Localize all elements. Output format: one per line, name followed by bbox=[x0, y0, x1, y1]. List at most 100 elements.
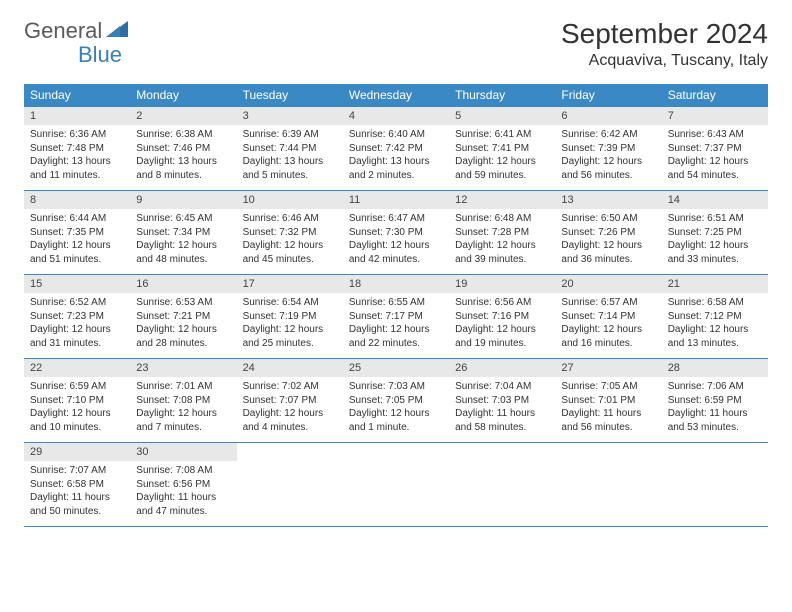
day-cell bbox=[662, 443, 768, 527]
day-number: 7 bbox=[662, 107, 768, 125]
day-number: 25 bbox=[343, 359, 449, 377]
day-cell: 17Sunrise: 6:54 AMSunset: 7:19 PMDayligh… bbox=[237, 275, 343, 359]
week-row: 29Sunrise: 7:07 AMSunset: 6:58 PMDayligh… bbox=[24, 443, 768, 527]
day-number: 10 bbox=[237, 191, 343, 209]
day-cell: 29Sunrise: 7:07 AMSunset: 6:58 PMDayligh… bbox=[24, 443, 130, 527]
day-number: 4 bbox=[343, 107, 449, 125]
day-data: Sunrise: 7:06 AMSunset: 6:59 PMDaylight:… bbox=[662, 377, 768, 434]
day-data: Sunrise: 6:45 AMSunset: 7:34 PMDaylight:… bbox=[130, 209, 236, 266]
day-cell: 30Sunrise: 7:08 AMSunset: 6:56 PMDayligh… bbox=[130, 443, 236, 527]
day-data: Sunrise: 6:48 AMSunset: 7:28 PMDaylight:… bbox=[449, 209, 555, 266]
day-header-cell: Friday bbox=[555, 84, 661, 107]
day-data: Sunrise: 6:58 AMSunset: 7:12 PMDaylight:… bbox=[662, 293, 768, 350]
day-number: 27 bbox=[555, 359, 661, 377]
day-data: Sunrise: 7:01 AMSunset: 7:08 PMDaylight:… bbox=[130, 377, 236, 434]
logo-text-general: General bbox=[24, 18, 102, 44]
day-number: 13 bbox=[555, 191, 661, 209]
day-number: 22 bbox=[24, 359, 130, 377]
day-cell: 6Sunrise: 6:42 AMSunset: 7:39 PMDaylight… bbox=[555, 107, 661, 191]
day-cell: 26Sunrise: 7:04 AMSunset: 7:03 PMDayligh… bbox=[449, 359, 555, 443]
day-number: 6 bbox=[555, 107, 661, 125]
day-cell: 23Sunrise: 7:01 AMSunset: 7:08 PMDayligh… bbox=[130, 359, 236, 443]
day-data: Sunrise: 6:40 AMSunset: 7:42 PMDaylight:… bbox=[343, 125, 449, 182]
day-data: Sunrise: 6:36 AMSunset: 7:48 PMDaylight:… bbox=[24, 125, 130, 182]
day-header-cell: Sunday bbox=[24, 84, 130, 107]
day-number: 3 bbox=[237, 107, 343, 125]
day-number: 16 bbox=[130, 275, 236, 293]
day-cell: 1Sunrise: 6:36 AMSunset: 7:48 PMDaylight… bbox=[24, 107, 130, 191]
day-number: 24 bbox=[237, 359, 343, 377]
day-data: Sunrise: 6:42 AMSunset: 7:39 PMDaylight:… bbox=[555, 125, 661, 182]
day-cell: 20Sunrise: 6:57 AMSunset: 7:14 PMDayligh… bbox=[555, 275, 661, 359]
day-number: 15 bbox=[24, 275, 130, 293]
location-label: Acquaviva, Tuscany, Italy bbox=[561, 52, 768, 70]
day-cell: 4Sunrise: 6:40 AMSunset: 7:42 PMDaylight… bbox=[343, 107, 449, 191]
day-cell: 9Sunrise: 6:45 AMSunset: 7:34 PMDaylight… bbox=[130, 191, 236, 275]
week-row: 1Sunrise: 6:36 AMSunset: 7:48 PMDaylight… bbox=[24, 107, 768, 191]
day-cell: 10Sunrise: 6:46 AMSunset: 7:32 PMDayligh… bbox=[237, 191, 343, 275]
day-cell: 12Sunrise: 6:48 AMSunset: 7:28 PMDayligh… bbox=[449, 191, 555, 275]
day-data: Sunrise: 6:59 AMSunset: 7:10 PMDaylight:… bbox=[24, 377, 130, 434]
day-number: 26 bbox=[449, 359, 555, 377]
day-number: 28 bbox=[662, 359, 768, 377]
day-cell: 5Sunrise: 6:41 AMSunset: 7:41 PMDaylight… bbox=[449, 107, 555, 191]
day-data: Sunrise: 6:38 AMSunset: 7:46 PMDaylight:… bbox=[130, 125, 236, 182]
day-number: 18 bbox=[343, 275, 449, 293]
day-number: 14 bbox=[662, 191, 768, 209]
day-data: Sunrise: 6:41 AMSunset: 7:41 PMDaylight:… bbox=[449, 125, 555, 182]
day-cell: 22Sunrise: 6:59 AMSunset: 7:10 PMDayligh… bbox=[24, 359, 130, 443]
day-number: 1 bbox=[24, 107, 130, 125]
day-cell: 2Sunrise: 6:38 AMSunset: 7:46 PMDaylight… bbox=[130, 107, 236, 191]
day-data: Sunrise: 7:04 AMSunset: 7:03 PMDaylight:… bbox=[449, 377, 555, 434]
day-number: 30 bbox=[130, 443, 236, 461]
day-number: 21 bbox=[662, 275, 768, 293]
day-data: Sunrise: 6:54 AMSunset: 7:19 PMDaylight:… bbox=[237, 293, 343, 350]
day-cell bbox=[449, 443, 555, 527]
day-data: Sunrise: 6:50 AMSunset: 7:26 PMDaylight:… bbox=[555, 209, 661, 266]
week-row: 22Sunrise: 6:59 AMSunset: 7:10 PMDayligh… bbox=[24, 359, 768, 443]
day-number: 11 bbox=[343, 191, 449, 209]
day-data: Sunrise: 6:47 AMSunset: 7:30 PMDaylight:… bbox=[343, 209, 449, 266]
day-cell: 14Sunrise: 6:51 AMSunset: 7:25 PMDayligh… bbox=[662, 191, 768, 275]
day-data: Sunrise: 6:43 AMSunset: 7:37 PMDaylight:… bbox=[662, 125, 768, 182]
day-number: 20 bbox=[555, 275, 661, 293]
day-cell: 3Sunrise: 6:39 AMSunset: 7:44 PMDaylight… bbox=[237, 107, 343, 191]
day-number: 9 bbox=[130, 191, 236, 209]
day-header-cell: Wednesday bbox=[343, 84, 449, 107]
day-data: Sunrise: 6:46 AMSunset: 7:32 PMDaylight:… bbox=[237, 209, 343, 266]
day-cell: 19Sunrise: 6:56 AMSunset: 7:16 PMDayligh… bbox=[449, 275, 555, 359]
day-number: 5 bbox=[449, 107, 555, 125]
calendar-table: Sunday Monday Tuesday Wednesday Thursday… bbox=[24, 84, 768, 527]
day-cell: 25Sunrise: 7:03 AMSunset: 7:05 PMDayligh… bbox=[343, 359, 449, 443]
day-cell: 28Sunrise: 7:06 AMSunset: 6:59 PMDayligh… bbox=[662, 359, 768, 443]
title-block: September 2024 Acquaviva, Tuscany, Italy bbox=[561, 18, 768, 70]
day-header-cell: Saturday bbox=[662, 84, 768, 107]
day-number: 19 bbox=[449, 275, 555, 293]
day-cell bbox=[555, 443, 661, 527]
day-header-cell: Tuesday bbox=[237, 84, 343, 107]
day-data: Sunrise: 6:57 AMSunset: 7:14 PMDaylight:… bbox=[555, 293, 661, 350]
day-header-row: Sunday Monday Tuesday Wednesday Thursday… bbox=[24, 84, 768, 107]
day-number: 23 bbox=[130, 359, 236, 377]
day-header-cell: Thursday bbox=[449, 84, 555, 107]
day-cell bbox=[237, 443, 343, 527]
week-row: 8Sunrise: 6:44 AMSunset: 7:35 PMDaylight… bbox=[24, 191, 768, 275]
logo-text-blue: Blue bbox=[78, 42, 122, 68]
day-data: Sunrise: 6:56 AMSunset: 7:16 PMDaylight:… bbox=[449, 293, 555, 350]
day-cell: 7Sunrise: 6:43 AMSunset: 7:37 PMDaylight… bbox=[662, 107, 768, 191]
day-cell: 11Sunrise: 6:47 AMSunset: 7:30 PMDayligh… bbox=[343, 191, 449, 275]
day-cell: 24Sunrise: 7:02 AMSunset: 7:07 PMDayligh… bbox=[237, 359, 343, 443]
day-header-cell: Monday bbox=[130, 84, 236, 107]
day-data: Sunrise: 7:08 AMSunset: 6:56 PMDaylight:… bbox=[130, 461, 236, 518]
day-number: 2 bbox=[130, 107, 236, 125]
day-data: Sunrise: 6:55 AMSunset: 7:17 PMDaylight:… bbox=[343, 293, 449, 350]
day-cell: 16Sunrise: 6:53 AMSunset: 7:21 PMDayligh… bbox=[130, 275, 236, 359]
day-cell: 15Sunrise: 6:52 AMSunset: 7:23 PMDayligh… bbox=[24, 275, 130, 359]
day-data: Sunrise: 6:53 AMSunset: 7:21 PMDaylight:… bbox=[130, 293, 236, 350]
day-number: 29 bbox=[24, 443, 130, 461]
day-number: 12 bbox=[449, 191, 555, 209]
week-row: 15Sunrise: 6:52 AMSunset: 7:23 PMDayligh… bbox=[24, 275, 768, 359]
logo-triangle-icon bbox=[106, 21, 128, 42]
logo: General Blue bbox=[24, 18, 128, 44]
day-cell bbox=[343, 443, 449, 527]
